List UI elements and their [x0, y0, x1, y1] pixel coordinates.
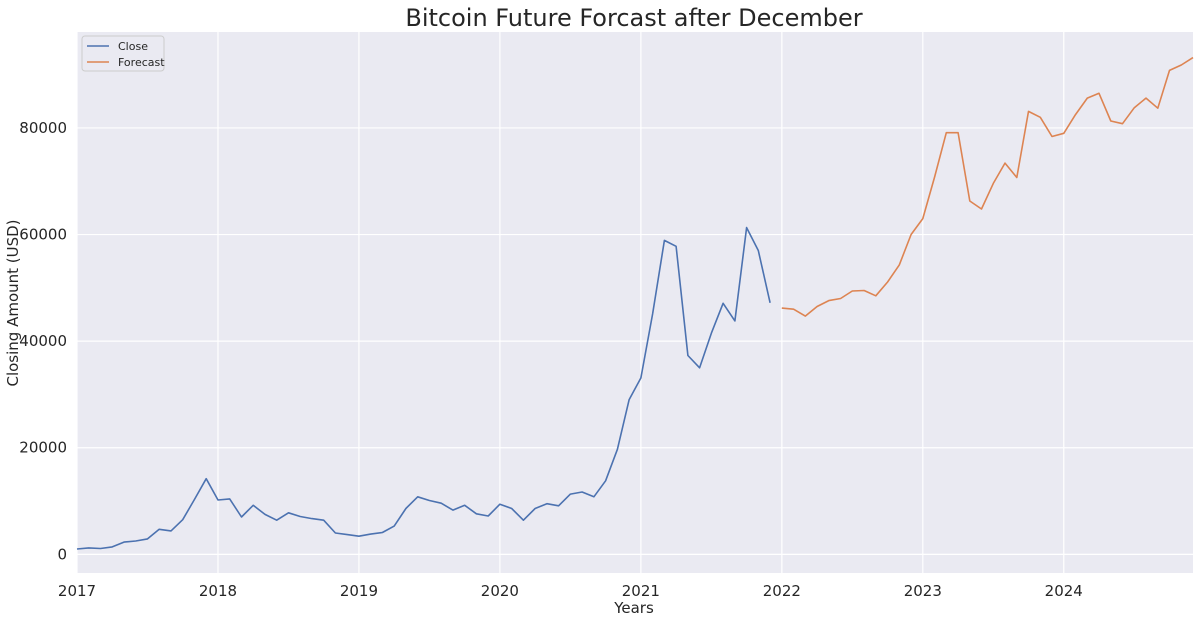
x-tick-label: 2024 — [1045, 582, 1083, 600]
plot-area — [77, 32, 1193, 573]
x-axis-label: Years — [613, 599, 654, 617]
y-axis-ticks: 0 20000 40000 60000 80000 — [19, 119, 67, 563]
chart-title: Bitcoin Future Forcast after December — [405, 4, 862, 32]
series-line-close — [76, 226, 771, 550]
x-tick-label: 2017 — [58, 582, 96, 600]
x-tick-label: 2021 — [622, 582, 660, 600]
legend-label: Close — [118, 40, 148, 53]
x-tick-label: 2023 — [904, 582, 942, 600]
y-tick-label: 40000 — [19, 332, 67, 350]
gridlines — [76, 32, 1193, 573]
y-tick-label: 60000 — [19, 226, 67, 244]
x-tick-label: 2018 — [199, 582, 237, 600]
legend-label: Forecast — [118, 56, 165, 69]
series-line-forecast — [781, 56, 1194, 317]
x-tick-label: 2019 — [340, 582, 378, 600]
y-tick-label: 0 — [57, 545, 67, 563]
legend: Close Forecast — [81, 35, 165, 72]
x-axis-ticks: 2017 2018 2019 2020 2021 2022 2023 2024 — [58, 582, 1083, 600]
y-tick-label: 80000 — [19, 119, 67, 137]
x-tick-label: 2020 — [481, 582, 519, 600]
y-axis-label: Closing Amount (USD) — [4, 219, 22, 386]
series-group — [76, 56, 1194, 550]
y-tick-label: 20000 — [19, 439, 67, 457]
x-tick-label: 2022 — [763, 582, 801, 600]
